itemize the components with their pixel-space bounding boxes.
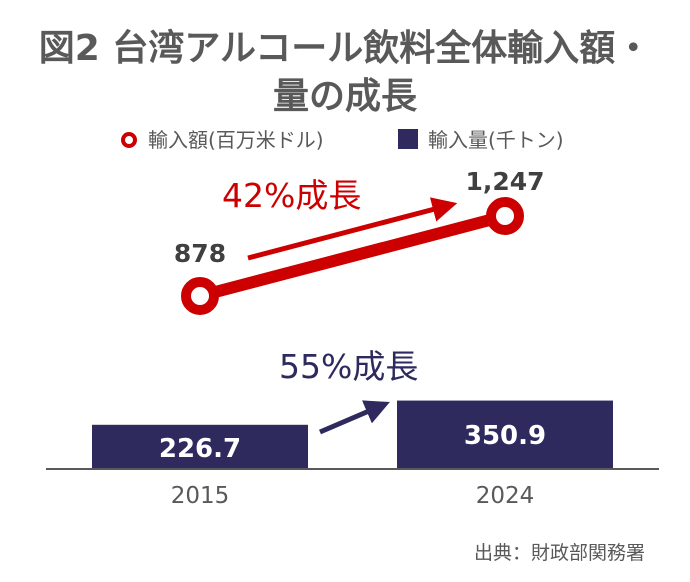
x-tick-label-2024: 2024 [476, 483, 535, 509]
growth-label-import-value: 42%成長 [222, 176, 361, 215]
bar-value-label-2015: 226.7 [159, 434, 241, 464]
line-value-label-2024: 1,247 [465, 167, 544, 196]
legend-label-import-value: 輸入額(百万米ドル) [148, 128, 324, 152]
line-series-import-value: 878 1,247 [174, 167, 545, 315]
chart-title-line2: 量の成長 [273, 76, 418, 117]
line-point-2024 [486, 197, 524, 235]
x-tick-label-2015: 2015 [171, 483, 230, 509]
source-note: 出典：財政部関務署 [474, 542, 645, 564]
growth-label-import-volume: 55%成長 [279, 347, 418, 386]
bar-2024 [397, 400, 613, 469]
line-segment [194, 210, 511, 302]
line-value-label-2015: 878 [174, 239, 226, 268]
bar-series-import-volume: 226.7 350.9 [92, 400, 613, 469]
legend: 輸入額(百万米ドル) 輸入量(千トン) [121, 128, 564, 152]
legend-label-import-volume: 輸入量(千トン) [428, 128, 564, 152]
bar-value-label-2024: 350.9 [464, 421, 546, 451]
line-point-2015 [181, 277, 219, 315]
legend-marker-import-volume [398, 129, 418, 149]
chart-title-line1: 図2 台湾アルコール飲料全体輸入額・ [39, 27, 652, 69]
legend-marker-import-value [121, 132, 137, 148]
bar-2015 [92, 424, 308, 469]
growth-arrow-import-volume [319, 400, 390, 435]
growth-arrow-import-value [247, 197, 458, 261]
